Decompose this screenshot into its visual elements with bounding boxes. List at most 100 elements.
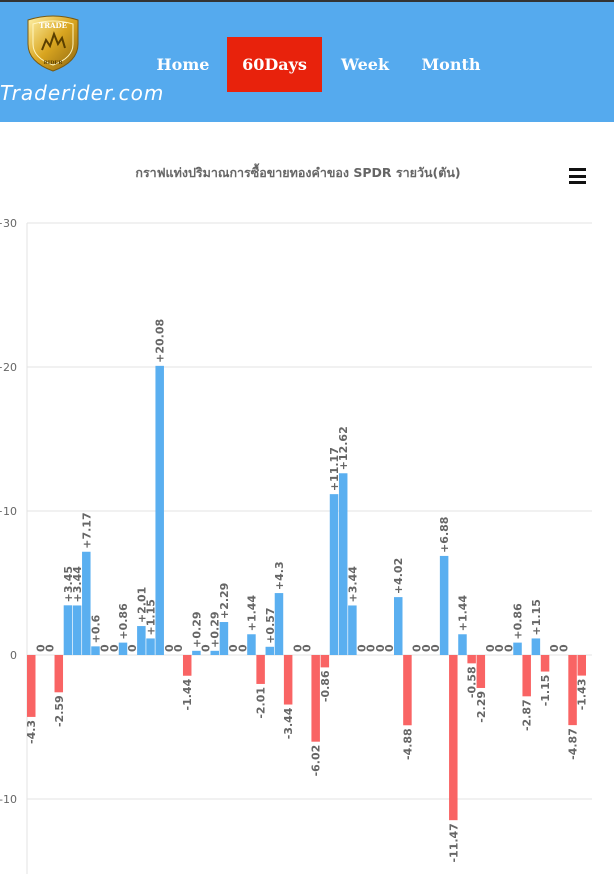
data-label: 0 xyxy=(99,644,112,652)
data-label: 0 xyxy=(383,644,396,652)
bar xyxy=(540,655,550,672)
data-label: +1.44 xyxy=(245,595,258,632)
bar xyxy=(27,655,36,717)
data-label: +1.15 xyxy=(145,599,158,635)
bar xyxy=(256,655,265,684)
data-label: +3.44 xyxy=(346,566,359,603)
y-tick-label: 0 xyxy=(10,649,17,662)
data-label: +11.17 xyxy=(328,447,341,491)
data-label: +1.15 xyxy=(530,599,543,635)
y-tick-label: -10 xyxy=(0,793,17,806)
bar xyxy=(72,605,82,655)
data-label: -2.59 xyxy=(53,695,66,727)
bar xyxy=(182,655,192,676)
bar xyxy=(449,655,458,821)
data-label: -2.29 xyxy=(475,691,488,723)
bar xyxy=(118,642,128,655)
bar xyxy=(63,605,73,655)
bar xyxy=(403,655,412,726)
bar xyxy=(348,605,357,655)
data-label: 0 xyxy=(227,644,240,652)
data-label: 0 xyxy=(420,644,433,652)
data-label: +2.29 xyxy=(218,583,231,619)
bar xyxy=(394,597,403,655)
site-header: TRADE RIDER Traderider.com Home 60Days W… xyxy=(0,0,614,122)
data-label: +4.3 xyxy=(273,561,286,590)
data-label: 0 xyxy=(502,644,515,652)
data-label: -1.43 xyxy=(576,679,589,711)
data-label: +0.86 xyxy=(117,603,130,640)
brand-name[interactable]: Traderider.com xyxy=(0,81,165,105)
bar xyxy=(219,622,229,655)
data-label: +20.08 xyxy=(154,319,167,363)
bar xyxy=(146,638,155,655)
data-label: 0 xyxy=(484,644,497,652)
bar xyxy=(91,646,100,655)
data-label: 0 xyxy=(126,644,139,652)
bar xyxy=(155,365,164,655)
bar xyxy=(513,642,522,655)
bar xyxy=(531,638,541,655)
data-label: +2.01 xyxy=(135,587,148,623)
data-label: 0 xyxy=(172,644,185,652)
data-label: 0 xyxy=(34,644,47,652)
data-label: 0 xyxy=(200,644,213,652)
data-label: -4.3 xyxy=(25,720,38,744)
data-label: -1.44 xyxy=(181,678,194,710)
data-label: -1.15 xyxy=(539,675,552,707)
bar xyxy=(311,655,320,742)
data-label: +0.29 xyxy=(209,611,222,647)
data-label: 0 xyxy=(493,644,506,652)
bar xyxy=(283,655,293,705)
nav-month[interactable]: Month xyxy=(421,55,481,74)
data-label: +0.29 xyxy=(190,611,203,647)
data-label: 0 xyxy=(411,644,424,652)
data-label: +0.6 xyxy=(89,614,102,643)
data-label: 0 xyxy=(44,644,57,652)
data-label: +3.44 xyxy=(71,566,84,603)
bar xyxy=(338,473,348,655)
data-label: +1.44 xyxy=(456,595,469,632)
data-label: 0 xyxy=(356,644,369,652)
data-label: 0 xyxy=(557,644,570,652)
y-tick-label: +10 xyxy=(0,505,17,518)
hamburger-menu-icon[interactable] xyxy=(569,168,586,184)
bar xyxy=(458,634,467,655)
data-label: -2.87 xyxy=(521,699,534,731)
data-label: 0 xyxy=(429,644,442,652)
bar xyxy=(192,650,201,655)
data-label: -2.01 xyxy=(255,687,268,719)
gold-shield-logo-icon[interactable]: TRADE RIDER xyxy=(24,14,82,72)
chart-title: กราฟแท่งปริมาณการซื้อขายทองคำของ SPDR รา… xyxy=(135,165,461,180)
logo-top-text: TRADE xyxy=(39,21,67,30)
bar xyxy=(320,655,330,668)
logo-bottom-text: RIDER xyxy=(44,60,64,66)
bar xyxy=(265,646,275,655)
data-label: -6.02 xyxy=(310,745,323,777)
nav-week[interactable]: Week xyxy=(340,55,390,74)
y-tick-label: +20 xyxy=(0,361,17,374)
data-label: 0 xyxy=(548,644,561,652)
data-label: -4.87 xyxy=(567,728,580,760)
bar xyxy=(82,551,91,655)
data-label: -11.47 xyxy=(447,823,460,862)
data-label: -3.44 xyxy=(282,707,295,739)
nav-60days[interactable]: 60Days xyxy=(227,37,322,92)
bar xyxy=(210,650,219,655)
data-label: +0.57 xyxy=(264,607,277,643)
bar xyxy=(467,655,476,664)
data-label: -0.58 xyxy=(466,666,479,698)
data-label: 0 xyxy=(291,644,304,652)
bar xyxy=(568,655,577,726)
data-label: -0.86 xyxy=(319,670,332,702)
bar xyxy=(54,655,64,693)
data-label: +7.17 xyxy=(80,512,93,548)
data-label: +6.88 xyxy=(438,517,451,553)
data-label: 0 xyxy=(301,644,314,652)
data-label: 0 xyxy=(236,644,249,652)
nav-home[interactable]: Home xyxy=(156,55,210,74)
data-label: -4.88 xyxy=(401,728,414,760)
y-tick-label: +30 xyxy=(0,217,17,230)
data-label: 0 xyxy=(163,644,176,652)
